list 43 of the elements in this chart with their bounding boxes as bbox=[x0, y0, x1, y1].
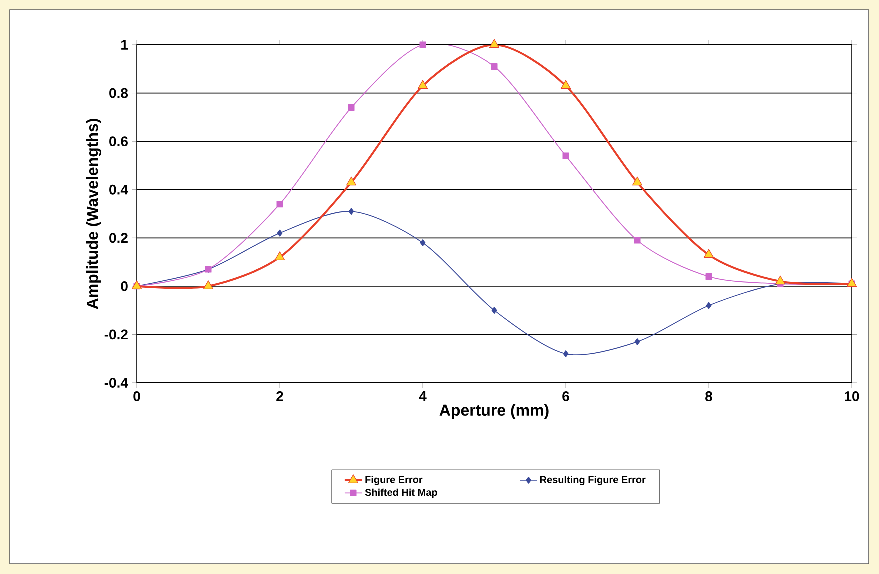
point bbox=[276, 201, 284, 208]
x-tick-label: 2 bbox=[276, 392, 284, 402]
point bbox=[562, 152, 570, 160]
x-tick-label: 6 bbox=[562, 392, 570, 402]
point bbox=[274, 252, 286, 261]
point bbox=[563, 350, 569, 358]
y-tick-label: 1 bbox=[122, 40, 128, 50]
point bbox=[706, 302, 712, 310]
point bbox=[846, 278, 858, 288]
legend-label: Figure Error bbox=[366, 476, 423, 486]
point bbox=[634, 338, 640, 346]
point bbox=[420, 42, 426, 48]
point bbox=[420, 240, 426, 246]
point bbox=[491, 63, 498, 70]
y-tick-label: -0.2 bbox=[104, 330, 128, 340]
point bbox=[418, 80, 428, 90]
y-tick-label: 0.6 bbox=[110, 136, 128, 147]
x-axis-title: Aperture (mm) bbox=[440, 404, 549, 420]
point bbox=[634, 237, 641, 244]
point bbox=[704, 249, 714, 258]
legend-label: Shifted Hit Map bbox=[365, 488, 438, 498]
point bbox=[632, 176, 643, 186]
x-tick-label: 10 bbox=[845, 392, 860, 402]
point bbox=[203, 280, 214, 290]
y-tick-label: 0.2 bbox=[110, 233, 128, 244]
legend-label: Resulting Figure Error bbox=[540, 476, 646, 486]
point bbox=[492, 307, 498, 314]
y-tick-label: 0 bbox=[121, 281, 128, 292]
x-tick-label: 4 bbox=[419, 392, 427, 402]
y-axis-title: Amplitude (Wavelengths) bbox=[86, 119, 102, 310]
point bbox=[706, 274, 712, 280]
point bbox=[775, 276, 786, 285]
point bbox=[489, 39, 500, 48]
x-tick-label: 0 bbox=[134, 392, 140, 402]
y-tick-label: 0.8 bbox=[110, 88, 128, 98]
y-tick-label: 0.4 bbox=[110, 184, 128, 195]
point bbox=[277, 230, 283, 237]
point bbox=[348, 104, 355, 112]
point bbox=[560, 80, 572, 90]
y-tick-label: -0.4 bbox=[104, 378, 128, 388]
point bbox=[346, 176, 357, 186]
x-tick-label: 8 bbox=[706, 392, 712, 402]
point bbox=[348, 208, 354, 216]
